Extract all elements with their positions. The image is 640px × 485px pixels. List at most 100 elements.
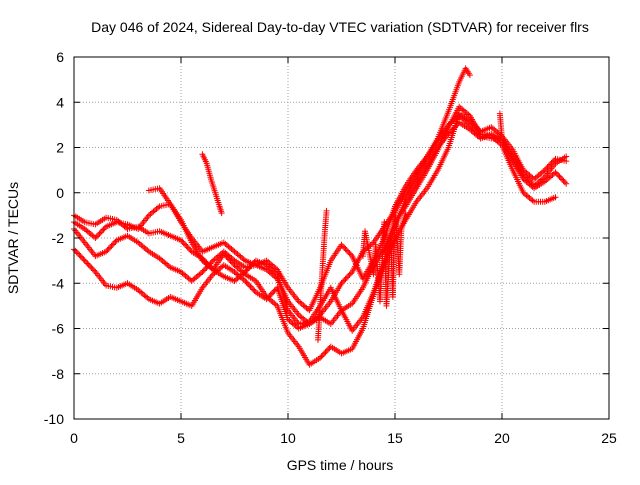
data-point — [99, 227, 106, 234]
data-point — [472, 127, 479, 134]
data-point — [557, 175, 564, 182]
data-point — [551, 157, 558, 164]
data-point — [468, 123, 475, 130]
data-point — [552, 194, 559, 201]
data-point — [111, 240, 118, 247]
data-point — [243, 279, 250, 286]
y-tick-label: 2 — [56, 140, 64, 156]
data-point — [473, 128, 480, 135]
data-point — [250, 286, 257, 293]
data-point — [92, 235, 99, 241]
y-tick-label: -2 — [52, 230, 65, 246]
data-point — [402, 210, 409, 217]
data-point — [560, 177, 567, 184]
data-point — [347, 270, 354, 277]
data-point — [100, 226, 107, 233]
data-point — [89, 266, 96, 273]
data-point — [323, 347, 330, 354]
data-point — [338, 241, 345, 248]
data-point — [101, 225, 108, 232]
data-point — [218, 210, 225, 217]
data-point — [182, 241, 189, 248]
data-point — [325, 346, 332, 353]
data-point — [268, 290, 275, 297]
data-point — [184, 244, 191, 251]
data-series-6 — [199, 151, 225, 217]
data-point — [97, 229, 104, 236]
x-tick-labels: 0 5 10 15 20 25 — [70, 430, 617, 446]
data-point — [544, 164, 551, 171]
data-point — [204, 263, 211, 270]
data-point — [319, 352, 326, 359]
data-point — [80, 256, 87, 263]
data-point — [343, 274, 350, 281]
data-point — [251, 287, 258, 294]
data-point — [270, 289, 277, 296]
data-point — [499, 135, 505, 142]
data-point — [346, 271, 353, 278]
x-tick-label: 20 — [494, 430, 510, 446]
data-point — [345, 248, 352, 255]
data-series-7 — [314, 110, 505, 343]
x-tick-label: 5 — [177, 430, 185, 446]
data-point — [83, 259, 90, 266]
data-point — [470, 126, 477, 133]
data-point — [186, 245, 193, 252]
data-point — [552, 169, 559, 176]
data-point — [81, 257, 88, 264]
data-point — [112, 238, 119, 245]
data-point — [87, 263, 94, 270]
data-point — [202, 266, 209, 273]
y-tick-label: -8 — [52, 366, 65, 382]
y-tick-label: -4 — [52, 275, 65, 291]
data-point — [107, 244, 114, 251]
data-point — [104, 247, 111, 254]
data-point — [208, 259, 215, 266]
data-point — [543, 165, 550, 172]
data-point — [553, 170, 560, 177]
data-point — [183, 242, 190, 249]
x-tick-label: 25 — [601, 430, 617, 446]
data-point — [179, 238, 186, 245]
chart-title: Day 046 of 2024, Sidereal Day-to-day VTE… — [91, 19, 589, 35]
data-point — [244, 280, 251, 287]
data-point — [85, 261, 92, 268]
data-point — [242, 277, 249, 284]
data-point — [271, 287, 278, 294]
data-point — [563, 180, 570, 187]
data-point — [72, 247, 79, 254]
data-point — [545, 162, 552, 169]
x-tick-label: 0 — [70, 430, 78, 446]
data-point — [77, 253, 84, 260]
data-point — [541, 167, 548, 174]
y-tick-label: -10 — [44, 411, 64, 427]
data-point — [547, 161, 554, 168]
data-point — [342, 246, 349, 253]
tick-marks — [73, 56, 610, 420]
data-point — [341, 277, 348, 284]
data-point — [180, 240, 187, 247]
data-point — [563, 158, 570, 165]
data-point — [91, 267, 98, 274]
data-point — [339, 243, 346, 250]
data-point — [178, 237, 184, 244]
data-point — [341, 244, 348, 251]
data-point — [187, 247, 194, 254]
data-point — [207, 260, 214, 267]
data-point — [321, 350, 328, 357]
data-point — [469, 124, 476, 131]
data-point — [549, 158, 556, 165]
x-tick-label: 15 — [387, 430, 403, 446]
data-point — [95, 232, 102, 239]
data-point — [561, 179, 568, 186]
data-point — [246, 282, 253, 289]
y-tick-label: 6 — [56, 49, 64, 65]
data-point — [93, 233, 100, 240]
data-point — [338, 280, 345, 287]
data-point — [88, 264, 95, 271]
data-point — [339, 278, 346, 285]
data-point — [474, 130, 481, 137]
data-point — [266, 293, 273, 300]
data-point — [84, 260, 91, 267]
data-point — [96, 230, 103, 237]
